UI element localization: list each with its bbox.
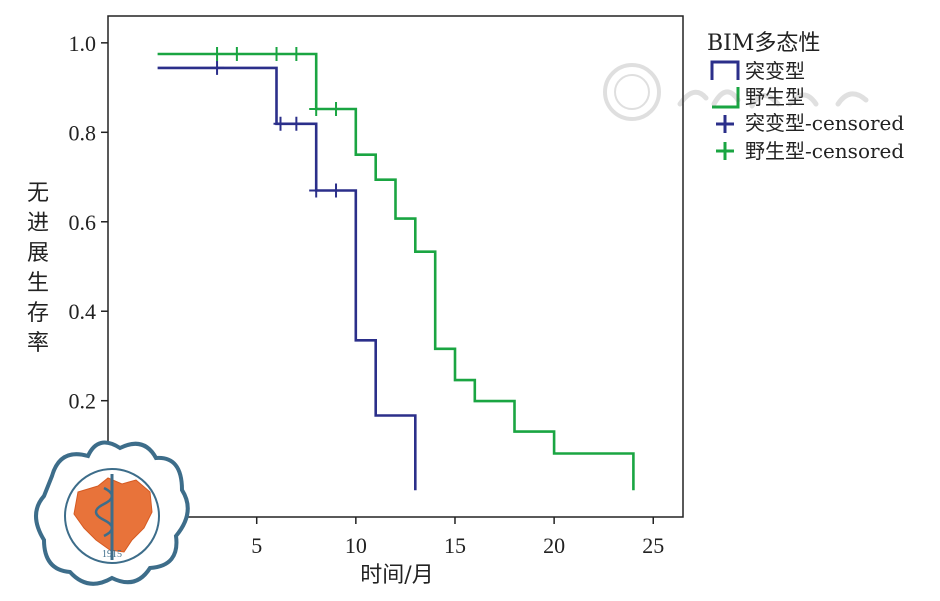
censor-mark-mutant xyxy=(289,116,304,131)
y-axis-title: 无进展生存率 xyxy=(27,181,49,356)
series-line-mutant xyxy=(157,66,417,491)
censor-mark-mutant xyxy=(329,183,344,198)
legend-label-wild: 野生型 xyxy=(745,85,805,109)
legend-symbol-wild xyxy=(712,87,740,109)
censor-mark-wild xyxy=(229,47,244,62)
censor-mark-mutant xyxy=(309,183,324,198)
y-tick-label: 0.6 xyxy=(69,210,97,235)
x-tick-label: 10 xyxy=(345,533,367,558)
y-axis-title-char: 存 xyxy=(27,301,49,326)
legend-label-mutant: 突变型 xyxy=(745,59,805,83)
legend-symbol-mutant-censored xyxy=(716,115,734,133)
y-axis-title-char: 展 xyxy=(27,241,49,266)
censor-mark-mutant xyxy=(210,60,225,75)
series-line-wild xyxy=(157,52,635,491)
legend-title: BIM多态性 xyxy=(707,31,820,56)
cma-seal-watermark: 1915 xyxy=(34,440,190,586)
x-axis-title: 时间/月 xyxy=(360,563,433,588)
censor-mark-wild xyxy=(269,47,284,62)
y-axis-title-char: 生 xyxy=(27,271,49,296)
y-axis-title-char: 进 xyxy=(27,211,49,236)
y-tick-label: 0.8 xyxy=(69,120,97,145)
series-layer xyxy=(157,47,635,491)
seal-year: 1915 xyxy=(102,549,122,560)
legend-symbol-wild-censored xyxy=(716,142,734,160)
legend-label-wild-censored: 野生型-censored xyxy=(745,139,904,163)
legend-label-mutant-censored: 突变型-censored xyxy=(745,111,904,135)
y-tick-label: 1.0 xyxy=(69,31,97,56)
legend: BIM多态性 突变型 野生型 突变型-censored 野生型-censored xyxy=(707,31,904,163)
y-tick-label: 0.2 xyxy=(69,389,97,414)
y-axis-title-char: 率 xyxy=(27,331,49,356)
x-tick-label: 25 xyxy=(642,533,664,558)
censor-mark-wild xyxy=(329,102,344,117)
censor-mark-wild xyxy=(289,47,304,62)
censor-mark-wild xyxy=(210,47,225,62)
x-tick-label: 20 xyxy=(543,533,565,558)
y-tick-label: 0.4 xyxy=(69,299,97,324)
legend-symbol-mutant xyxy=(710,60,740,80)
x-tick-label: 15 xyxy=(444,533,466,558)
plot-frame xyxy=(107,15,684,518)
censor-mark-wild xyxy=(309,102,324,117)
censor-mark-mutant xyxy=(273,116,288,131)
x-tick-label: 5 xyxy=(251,533,262,558)
y-axis-title-char: 无 xyxy=(27,181,49,206)
watermark-faint xyxy=(603,63,869,121)
